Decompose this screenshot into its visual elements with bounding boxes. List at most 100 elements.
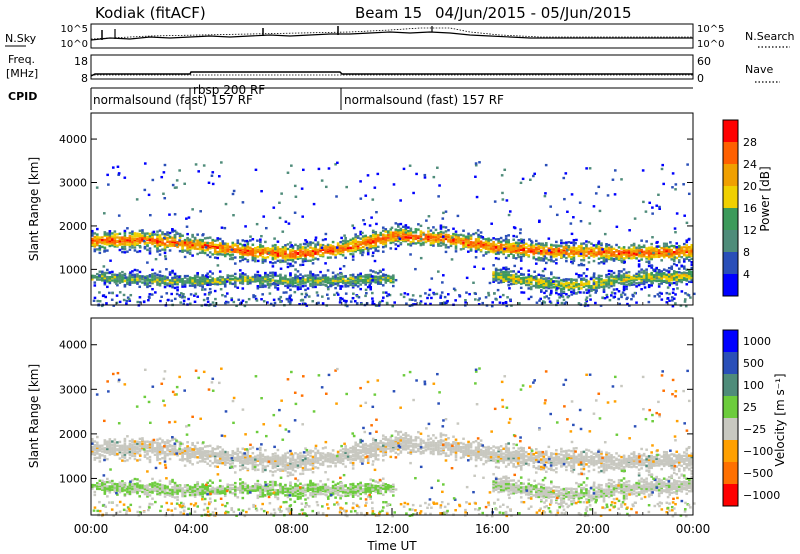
power-cell (315, 291, 319, 294)
velocity-cell (151, 441, 154, 445)
velocity-cell (96, 441, 99, 444)
power-cell (504, 273, 508, 277)
power-cell (103, 281, 107, 284)
power-cell (213, 281, 217, 285)
power-cell (223, 279, 227, 282)
power-cell (226, 245, 230, 248)
power-cell (276, 274, 280, 278)
velocity-cell (249, 447, 252, 450)
power-cell (620, 253, 623, 257)
velocity-cell (218, 459, 222, 462)
power-cell (183, 295, 186, 299)
power-cell (605, 280, 608, 283)
power-cell (103, 273, 107, 276)
power-cell (301, 258, 305, 261)
power-cell (296, 247, 300, 250)
power-cell (193, 274, 197, 278)
power-cell (351, 237, 355, 240)
power-cell (534, 281, 538, 284)
power-cell (289, 272, 292, 275)
power-cell (206, 236, 209, 240)
power-cell (534, 276, 538, 280)
velocity-cell (264, 459, 267, 463)
velocity-cell (228, 456, 232, 460)
power-cell (223, 244, 227, 248)
velocity-cell (319, 458, 322, 462)
power-cell (667, 279, 671, 283)
power-cell (209, 291, 212, 294)
power-cell (304, 258, 307, 262)
power-cell (126, 227, 129, 230)
power-cell (645, 278, 648, 281)
power-cell (630, 251, 633, 254)
power-cell (113, 280, 117, 284)
power-cell (291, 255, 295, 258)
power-cell (613, 292, 617, 295)
power-cell (354, 233, 357, 236)
velocity-cell (196, 441, 199, 444)
power-cell (519, 244, 523, 248)
velocity-cell (221, 462, 225, 465)
power-cell (580, 263, 584, 267)
power-cell (637, 263, 641, 266)
velocity-cell (136, 450, 139, 454)
velocity-cell (276, 456, 280, 459)
power-cell (622, 278, 626, 281)
power-cell (672, 278, 676, 281)
velocity-cell (241, 454, 245, 457)
power-cell (261, 276, 265, 279)
power-cell (514, 277, 518, 280)
power-cell (457, 239, 460, 242)
power-cell (244, 247, 247, 250)
power-cell (252, 295, 255, 299)
power-cell (133, 273, 137, 277)
power-cell (279, 247, 282, 251)
power-cell (171, 276, 174, 280)
power-cell (507, 277, 510, 280)
power-cell (374, 248, 378, 251)
power-cell (121, 280, 124, 283)
power-cell (124, 276, 128, 279)
power-cell (685, 250, 689, 254)
velocity-cell (314, 453, 317, 457)
power-cell (572, 281, 576, 285)
velocity-cell (166, 446, 169, 450)
power-cell (657, 285, 661, 288)
power-cell (414, 228, 418, 231)
power-cell (266, 278, 270, 281)
power-cell (579, 219, 583, 223)
power-cell (556, 299, 560, 302)
power-cell (602, 281, 606, 284)
velocity-cell (286, 462, 290, 465)
velocity-cell (181, 454, 184, 457)
power-cell (610, 245, 613, 249)
power-cell (206, 283, 209, 287)
velocity-cell (128, 442, 132, 446)
power-cell (580, 254, 583, 257)
power-cell (156, 244, 159, 248)
power-cell (518, 302, 521, 305)
power-cell (617, 275, 620, 278)
power-cell (146, 244, 149, 247)
power-cell (339, 267, 342, 271)
power-cell (103, 283, 107, 286)
velocity-cell (93, 447, 97, 450)
velocity-cell (316, 451, 320, 455)
power-cell (305, 293, 309, 297)
power-cell (286, 256, 290, 259)
velocity-cell (244, 448, 247, 451)
power-cell (294, 278, 297, 281)
power-cell (254, 254, 257, 258)
power-cell (452, 237, 455, 241)
velocity-cell (276, 448, 280, 452)
power-cell (351, 255, 355, 258)
power-cell (238, 302, 242, 305)
velocity-cell (186, 454, 189, 458)
velocity-cell (244, 455, 247, 459)
power-cell (168, 279, 172, 282)
power-cell (444, 210, 448, 213)
velocity-cell (326, 458, 330, 462)
velocity-cell (133, 440, 137, 443)
power-cell (675, 278, 679, 282)
